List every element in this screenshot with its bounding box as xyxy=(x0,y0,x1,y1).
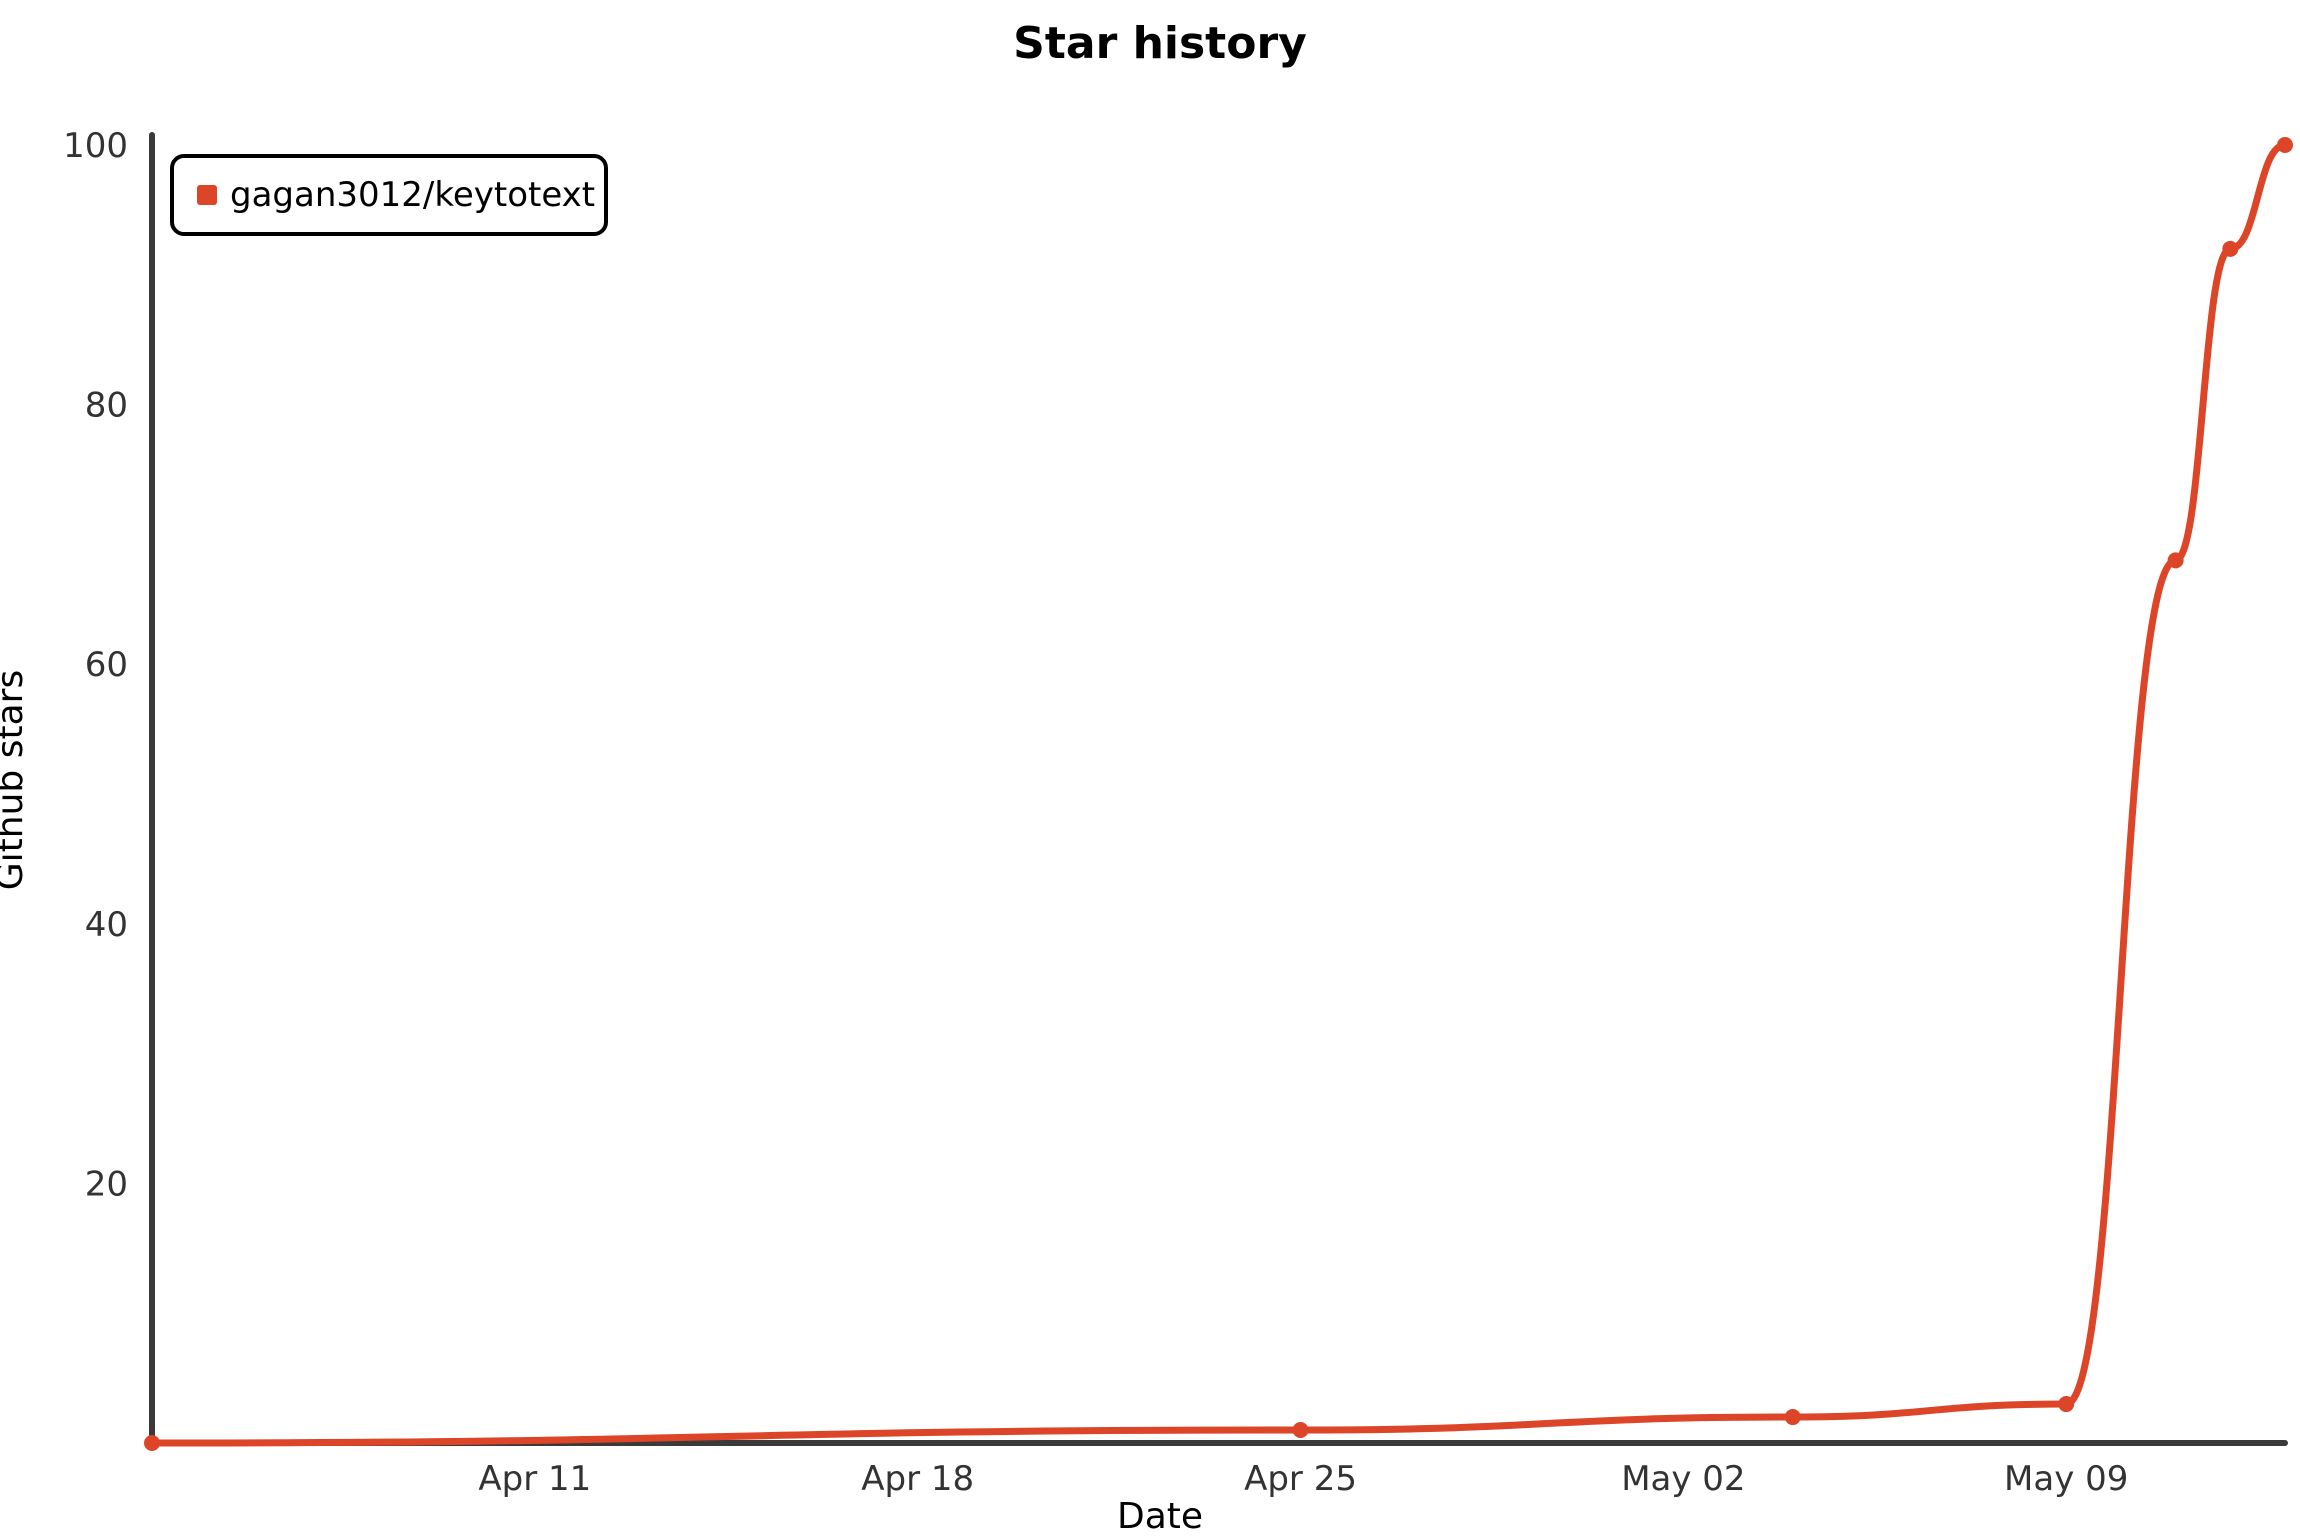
legend-swatch xyxy=(197,185,217,205)
series-point xyxy=(1292,1422,1309,1439)
x-tick-label: May 09 xyxy=(2004,1459,2128,1499)
y-tick-label: 60 xyxy=(85,645,128,685)
series-point xyxy=(2167,552,2184,569)
y-tick-label: 80 xyxy=(85,386,128,426)
series-point xyxy=(2222,240,2239,257)
y-tick-label: 20 xyxy=(85,1164,128,1204)
series-point xyxy=(2058,1396,2075,1413)
series-line xyxy=(148,141,2289,1447)
y-tick-label: 100 xyxy=(63,126,128,166)
axis-ticks: Apr 11 Apr 18 Apr 25 May 02 May 09 20 40 60 80 10… xyxy=(63,126,2128,1499)
series-points xyxy=(144,137,2293,1451)
x-tick-label: May 02 xyxy=(1621,1459,1745,1499)
legend: gagan3012/keytotext xyxy=(170,154,608,236)
chart-title: Star history xyxy=(1013,18,1307,69)
y-axis-label: Github stars xyxy=(0,670,31,890)
x-tick-label: Apr 11 xyxy=(478,1459,591,1499)
series-point xyxy=(2277,137,2293,153)
legend-label: gagan3012/keytotext xyxy=(230,175,595,215)
x-axis-label: Date xyxy=(1117,1496,1203,1537)
series-point xyxy=(144,1435,160,1451)
y-tick-label: 40 xyxy=(85,905,128,945)
x-tick-label: Apr 25 xyxy=(1244,1459,1357,1499)
series-point xyxy=(1784,1409,1801,1426)
axes xyxy=(149,132,2288,1446)
legend-box xyxy=(170,154,608,236)
x-tick-label: Apr 18 xyxy=(861,1459,974,1499)
series-layer xyxy=(148,141,2289,1447)
